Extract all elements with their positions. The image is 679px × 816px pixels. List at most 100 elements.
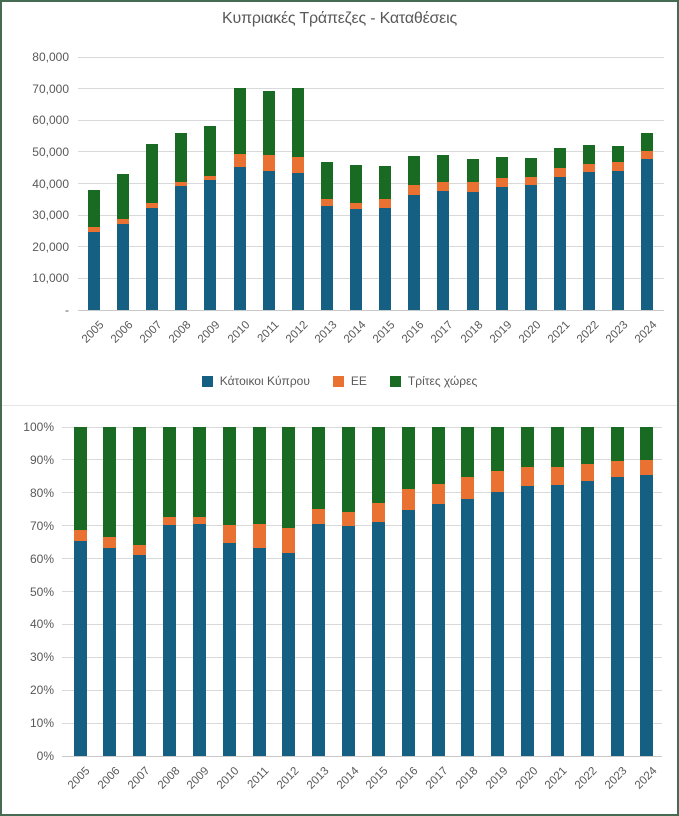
bar-segment xyxy=(521,427,535,467)
bar-segment xyxy=(431,427,445,484)
bar-segment xyxy=(431,483,445,504)
x-axis-label: 2023 xyxy=(604,319,631,346)
bar-segment xyxy=(371,522,385,756)
bar-segment xyxy=(401,509,415,756)
bar-segment xyxy=(431,504,445,756)
bar-segment xyxy=(461,477,475,500)
gridline xyxy=(62,492,662,494)
bar-segment xyxy=(175,132,188,182)
deposits-percent-chart: 0% 10% 20% 30% 40% 50% 60% 70% 80% 90% 100% 2005 200… xyxy=(2,406,677,814)
legend-item: ΕΕ xyxy=(332,374,367,388)
gridline xyxy=(62,591,662,592)
bar-segment xyxy=(320,162,333,199)
y-axis-label: 30% xyxy=(29,650,54,665)
bar-segment xyxy=(163,427,177,518)
y-axis-label: 60% xyxy=(29,551,54,566)
bar-segment xyxy=(146,143,159,204)
y-axis-label: 100% xyxy=(23,420,54,434)
bar-segment xyxy=(640,459,654,475)
x-axis-label: 2014 xyxy=(334,765,362,792)
bar-segment xyxy=(312,524,326,756)
x-axis-label: 2017 xyxy=(423,765,451,792)
bar-segment xyxy=(117,223,130,310)
bar-segment xyxy=(371,502,385,523)
y-axis-label: 10,000 xyxy=(32,271,69,286)
x-axis-label: 2019 xyxy=(487,319,515,346)
bar-segment xyxy=(88,231,100,310)
x-axis-label: 2021 xyxy=(543,765,570,792)
x-axis-label: 2019 xyxy=(483,765,511,792)
bar-segment xyxy=(466,182,479,193)
x-axis-label: 2015 xyxy=(371,319,398,346)
x-axis-label: 2024 xyxy=(632,765,660,792)
bar-segment xyxy=(192,516,206,524)
bar-segment xyxy=(408,156,421,186)
x-axis-label: 2022 xyxy=(574,319,602,346)
bar-segment xyxy=(583,145,596,164)
bar-segment xyxy=(553,176,566,310)
bar-segment xyxy=(580,481,594,756)
x-axis-label: 2015 xyxy=(364,765,391,792)
bar-segment xyxy=(291,88,304,157)
bottom-chart-plot-area xyxy=(62,426,662,757)
bar-segment xyxy=(342,511,356,526)
bar-segment xyxy=(524,176,537,186)
bar-segment xyxy=(320,198,333,206)
x-axis-label: 2005 xyxy=(79,319,107,346)
bar-segment xyxy=(192,427,206,517)
bar-segment xyxy=(282,427,296,529)
bar-segment xyxy=(133,555,147,756)
y-axis-label: 40% xyxy=(29,617,54,632)
bar-segment xyxy=(204,180,217,310)
gridline xyxy=(62,755,662,757)
bar-segment xyxy=(103,537,117,548)
x-axis-label: 2010 xyxy=(225,319,253,346)
bar-segment xyxy=(491,492,505,756)
x-axis-label: 2016 xyxy=(400,319,427,346)
bar-segment xyxy=(379,199,392,208)
bar-segment xyxy=(495,187,508,310)
x-axis-label: 2011 xyxy=(255,319,282,345)
legend-label: Κάτοικοι Κύπρου xyxy=(219,374,310,388)
bar-segment xyxy=(252,523,266,549)
bar-segment xyxy=(466,192,479,310)
bar-segment xyxy=(491,427,505,472)
bar-segment xyxy=(262,90,275,156)
bar-segment xyxy=(641,133,654,151)
y-axis-label: 20,000 xyxy=(32,239,69,254)
charts-divider xyxy=(2,405,677,406)
bar-segment xyxy=(163,525,177,756)
bar-segment xyxy=(437,191,450,310)
bar-segment xyxy=(350,202,363,209)
bar-segment xyxy=(371,427,385,503)
x-axis-label: 2013 xyxy=(304,765,332,792)
bar-segment xyxy=(204,175,217,181)
bar-segment xyxy=(146,203,159,209)
bar-segment xyxy=(233,166,246,310)
bar-segment xyxy=(521,485,535,756)
bar-segment xyxy=(233,88,246,155)
legend-swatch xyxy=(332,375,344,387)
gridline xyxy=(78,56,664,58)
bar-segment xyxy=(204,125,217,176)
bar-segment xyxy=(461,499,475,756)
bar-segment xyxy=(117,173,130,220)
x-axis-label: 2011 xyxy=(245,765,272,791)
top-chart-plot-area xyxy=(78,56,664,311)
bar-segment xyxy=(641,158,654,310)
bar-segment xyxy=(524,158,537,177)
bar-segment xyxy=(550,485,564,756)
bar-segment xyxy=(262,155,275,172)
x-axis-label: 2006 xyxy=(109,319,136,346)
x-axis-label: 2023 xyxy=(603,765,630,792)
x-axis-label: 2006 xyxy=(95,765,123,792)
bar-segment xyxy=(350,165,363,203)
bar-segment xyxy=(133,545,147,556)
bar-segment xyxy=(580,427,594,464)
x-axis-label: 2009 xyxy=(196,319,223,346)
bar-segment xyxy=(521,466,535,486)
bar-segment xyxy=(252,427,266,524)
bar-segment xyxy=(466,159,479,183)
bar-segment xyxy=(252,548,266,756)
bar-segment xyxy=(583,172,596,310)
